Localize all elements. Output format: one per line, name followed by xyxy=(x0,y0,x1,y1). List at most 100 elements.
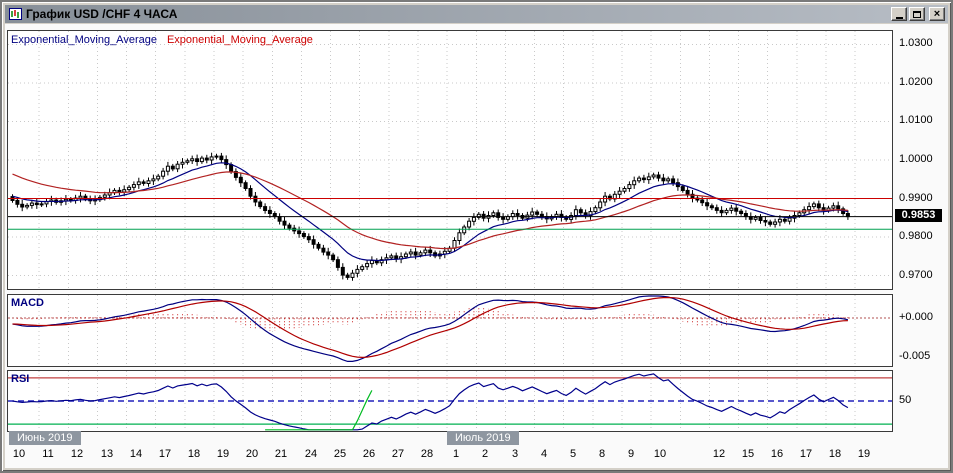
candle-body xyxy=(811,203,816,208)
candle-body xyxy=(603,195,608,203)
time-axis-label: 14 xyxy=(129,448,143,460)
candle-body xyxy=(423,249,428,254)
time-axis-label: 10 xyxy=(653,448,667,460)
rsi-label[interactable]: RSI xyxy=(11,373,30,385)
candle-body xyxy=(156,175,161,180)
price-axis-label: 0.9800 xyxy=(899,230,933,242)
candle-body xyxy=(146,180,151,185)
minimize-button[interactable] xyxy=(891,7,907,21)
month-label: Июнь 2019 xyxy=(9,431,81,445)
candle-body xyxy=(719,209,724,214)
candle-body xyxy=(491,212,496,217)
rsi-chart-canvas[interactable] xyxy=(8,371,892,431)
candle-body xyxy=(758,216,763,221)
candle-body xyxy=(617,190,622,195)
candle-body xyxy=(39,203,44,206)
close-button[interactable]: × xyxy=(929,7,945,21)
price-panel[interactable]: Exponential_Moving_Average Exponential_Mo… xyxy=(7,30,893,290)
ema-line-30 xyxy=(12,171,848,250)
ema-slow-label[interactable]: Exponential_Moving_Average xyxy=(166,34,313,46)
price-axis[interactable]: 1.0300 1.0200 1.0100 1.0000 0.9900 0.9800 0.97… xyxy=(895,30,951,466)
titlebar[interactable]: График USD /CHF 4 ЧАСА × xyxy=(5,5,948,23)
candle-body xyxy=(350,272,355,278)
price-chart-canvas[interactable] xyxy=(8,31,892,289)
candle-body xyxy=(457,232,462,242)
candle-body xyxy=(598,201,603,209)
candle-body xyxy=(326,251,331,256)
candle-body xyxy=(102,194,107,198)
candle-body xyxy=(170,165,175,170)
macd-chart-canvas[interactable] xyxy=(8,295,892,366)
time-axis-label: 19 xyxy=(857,448,871,460)
candle-body xyxy=(267,209,272,214)
macd-signal-line xyxy=(12,296,848,359)
candle-body xyxy=(360,266,365,270)
time-axis-label: 5 xyxy=(569,448,577,460)
maximize-button[interactable] xyxy=(909,7,925,21)
candle-body xyxy=(646,176,651,181)
candle-body xyxy=(632,180,637,186)
candle-body xyxy=(515,213,520,216)
candle-body xyxy=(209,156,214,161)
candle-body xyxy=(258,201,263,208)
candle-body xyxy=(229,164,234,173)
candle-body xyxy=(122,189,127,193)
rsi-panel[interactable]: RSI xyxy=(7,370,893,432)
time-axis-label: 17 xyxy=(799,448,813,460)
candle-body xyxy=(637,177,642,182)
time-axis-label: 21 xyxy=(274,448,288,460)
time-axis-label: 18 xyxy=(187,448,201,460)
time-axis-label: 25 xyxy=(333,448,347,460)
candle-body xyxy=(365,263,370,268)
candle-body xyxy=(578,209,583,214)
time-axis-label: 17 xyxy=(158,448,172,460)
candle-body xyxy=(306,236,311,241)
candle-body xyxy=(301,233,306,238)
macd-panel[interactable]: MACD xyxy=(7,294,893,367)
macd-axis-label: -0.005 xyxy=(899,350,931,362)
candle-body xyxy=(739,210,744,214)
candle-body xyxy=(25,204,30,208)
candle-body xyxy=(224,159,229,166)
rsi-line xyxy=(12,373,849,431)
candle-body xyxy=(656,174,661,179)
rsi-axis-label: 50 xyxy=(899,394,912,406)
price-axis-label: 1.0000 xyxy=(899,153,933,165)
candle-body xyxy=(78,195,83,199)
candle-body xyxy=(418,252,423,256)
close-icon: × xyxy=(933,8,941,20)
candle-body xyxy=(651,174,656,178)
price-axis-label: 0.9900 xyxy=(899,192,933,204)
maximize-icon xyxy=(913,10,921,18)
candle-body xyxy=(29,202,34,206)
candle-body xyxy=(199,157,204,163)
time-axis-label: 13 xyxy=(100,448,114,460)
candle-body xyxy=(204,157,209,161)
candle-body xyxy=(734,207,739,212)
candle-body xyxy=(190,158,195,162)
time-axis-label: 10 xyxy=(12,448,26,460)
candle-body xyxy=(316,243,321,249)
macd-histogram xyxy=(16,307,849,331)
price-axis-label: 0.9700 xyxy=(899,269,933,281)
candle-body xyxy=(136,181,141,186)
candle-body xyxy=(248,188,253,197)
candle-body xyxy=(700,199,705,204)
candle-body xyxy=(34,202,39,206)
time-axis-label: 16 xyxy=(770,448,784,460)
time-axis-label: 27 xyxy=(391,448,405,460)
candle-body xyxy=(709,205,714,209)
candle-body xyxy=(773,221,778,225)
price-axis-label: 1.0300 xyxy=(899,37,933,49)
ema-fast-label[interactable]: Exponential_Moving_Average xyxy=(11,34,157,46)
candle-body xyxy=(535,211,540,215)
candle-body xyxy=(297,230,302,235)
candle-body xyxy=(797,212,802,217)
candle-body xyxy=(127,186,132,191)
candle-body xyxy=(287,224,292,229)
candle-body xyxy=(243,182,248,189)
candle-body xyxy=(627,184,632,190)
candle-body xyxy=(131,184,136,188)
macd-label[interactable]: MACD xyxy=(11,297,44,309)
candle-body xyxy=(807,206,812,211)
